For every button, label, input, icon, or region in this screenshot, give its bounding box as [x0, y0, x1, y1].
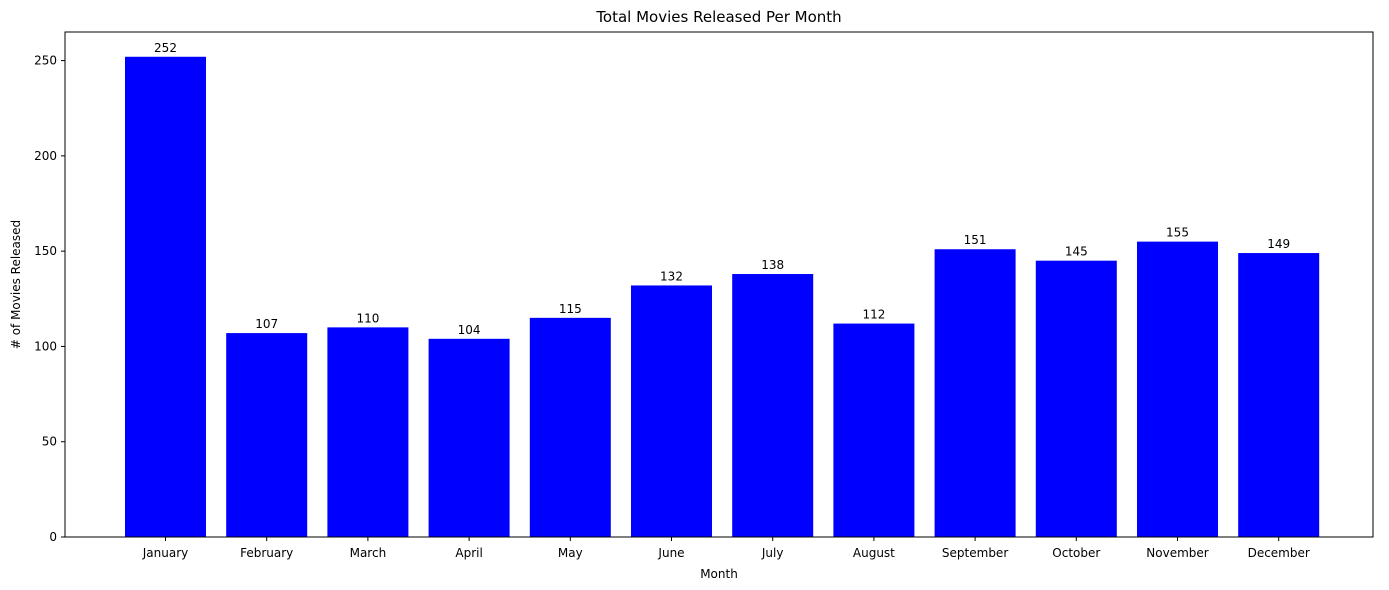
data-label-april: 104 [458, 323, 481, 337]
bar-january [125, 56, 206, 537]
x-tick-label-october: October [1052, 546, 1100, 560]
data-label-july: 138 [761, 258, 784, 272]
data-label-october: 145 [1065, 245, 1088, 259]
y-tick-label-250: 250 [34, 54, 57, 68]
data-label-september: 151 [964, 233, 987, 247]
y-tick-label-200: 200 [34, 149, 57, 163]
data-label-may: 115 [559, 302, 582, 316]
bar-march [327, 327, 409, 537]
data-label-december: 149 [1267, 237, 1290, 251]
bar-july [732, 274, 814, 537]
bar-september [934, 249, 1016, 537]
y-tick-label-150: 150 [34, 244, 57, 258]
bar-june [631, 285, 712, 537]
bar-august [833, 323, 915, 537]
data-label-november: 155 [1166, 226, 1189, 240]
x-tick-label-november: November [1146, 546, 1208, 560]
chart-title: Total Movies Released Per Month [595, 8, 841, 26]
plot-area: 252 January 107 February 110 March 104 April 115… [34, 31, 1374, 560]
x-axis-label: Month [700, 567, 738, 581]
x-tick-label-december: December [1248, 546, 1310, 560]
x-tick-label-june: June [657, 546, 684, 560]
x-tick-label-september: September [942, 546, 1008, 560]
bar-february [226, 333, 308, 537]
bar-may [529, 317, 611, 537]
data-label-june: 132 [660, 269, 683, 283]
x-tick-label-march: March [350, 546, 387, 560]
x-tick-label-may: May [558, 546, 583, 560]
data-label-january: 252 [154, 41, 177, 55]
x-tick-label-august: August [853, 546, 895, 560]
y-tick-label-0: 0 [49, 530, 57, 544]
data-label-march: 110 [356, 311, 379, 325]
bar-april [428, 338, 510, 537]
x-tick-label-february: February [240, 546, 293, 560]
y-tick-label-50: 50 [42, 435, 57, 449]
bar-october [1035, 260, 1117, 537]
data-label-february: 107 [255, 317, 278, 331]
bar-november [1137, 241, 1218, 538]
y-axis-label: # of Movies Released [9, 220, 23, 349]
plot-frame [64, 31, 1374, 538]
x-tick-label-july: July [761, 546, 784, 560]
y-tick-label-100: 100 [34, 339, 57, 353]
x-tick-label-january: January [142, 546, 189, 560]
x-tick-label-april: April [455, 546, 482, 560]
bar-december [1238, 253, 1320, 537]
data-label-august: 112 [862, 308, 885, 322]
